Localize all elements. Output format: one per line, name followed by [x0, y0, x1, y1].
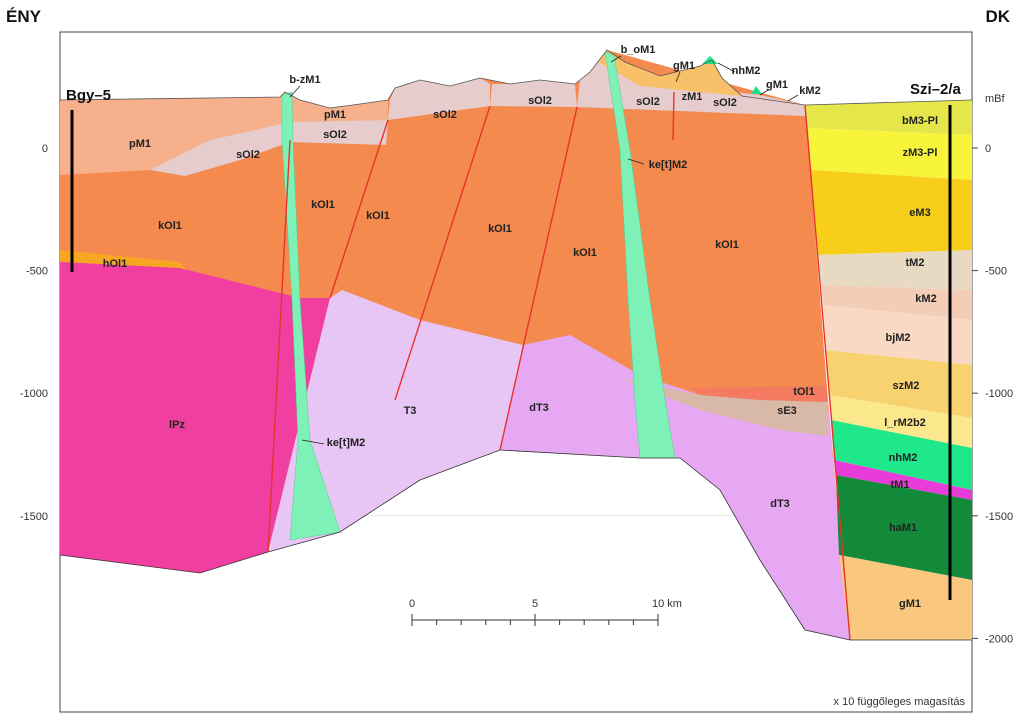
bjM2 [823, 305, 972, 365]
l_rM2b2 [829, 395, 972, 448]
unit-label: sOl2 [433, 109, 457, 121]
unit-label: kM2 [915, 293, 936, 305]
fault [329, 119, 389, 299]
sOl2 [150, 120, 388, 176]
unit-label: zM3-Pl [903, 147, 938, 159]
unit-label: kOl1 [573, 247, 597, 259]
zM3-Pl [807, 128, 972, 180]
depth-tick-label: -2000 [985, 633, 1013, 645]
unit-label: ke[t]M2 [649, 159, 688, 171]
eM3 [811, 170, 972, 255]
unit-label: sOl2 [323, 129, 347, 141]
tM2 [818, 250, 972, 290]
unit-label: sOl2 [636, 96, 660, 108]
nhM2 [751, 86, 762, 94]
scale-label: 5 [532, 598, 538, 610]
unit-label: kOl1 [366, 210, 390, 222]
unit-label: pM1 [324, 109, 346, 121]
sOl2 [490, 80, 577, 107]
sOl2 [388, 78, 490, 120]
fault [672, 91, 675, 141]
unit-label: kM2 [799, 85, 820, 97]
leader-lines [289, 55, 799, 445]
scale-bar [411, 614, 659, 626]
scale-ticks [411, 614, 659, 626]
base-line [59, 449, 972, 641]
hOl1 [60, 250, 186, 270]
fault [394, 105, 491, 401]
depth-tick-label: -1000 [20, 388, 48, 400]
unit-label: dT3 [529, 402, 549, 414]
unit-label: b_oM1 [621, 44, 656, 56]
unit-label: sE3 [777, 405, 797, 417]
unit-label: kOl1 [158, 220, 182, 232]
unit-label: szM2 [893, 380, 920, 392]
unit-label: kOl1 [311, 199, 335, 211]
scale-label: 0 [409, 598, 415, 610]
unit-label: gM1 [673, 60, 695, 72]
unit-label: ke[t]M2 [327, 437, 366, 449]
well-label: Szi–2/a [910, 81, 962, 98]
unit-label: nhM2 [732, 65, 761, 77]
gM1 [839, 555, 972, 640]
unit-label: tM1 [891, 479, 910, 491]
unit-label: sOl2 [713, 97, 737, 109]
unit-label: haM1 [889, 522, 917, 534]
sE3 [620, 378, 828, 436]
szM2 [826, 350, 972, 418]
gM1 [598, 50, 742, 96]
tM1 [834, 460, 972, 500]
bM3-Pl [805, 100, 972, 135]
unit-label: sOl2 [528, 95, 552, 107]
unit-label: gM1 [766, 79, 788, 91]
unit-label: tOl1 [793, 386, 814, 398]
unit-label: lPz [169, 419, 185, 431]
unit-label: l_rM2b2 [884, 417, 926, 429]
unit-label: nhM2 [889, 452, 918, 464]
unit-label: tM2 [906, 257, 925, 269]
haM1 [836, 475, 972, 580]
unit-label: kOl1 [488, 223, 512, 235]
depth-tick-label: -1500 [20, 511, 48, 523]
unit-label: bM3-Pl [902, 115, 938, 127]
nhM2 [702, 56, 718, 64]
scale-label: 10 km [652, 598, 682, 610]
lPz [60, 258, 330, 573]
unit-label: eM3 [909, 207, 930, 219]
unit-label: zM1 [682, 91, 703, 103]
topography [59, 49, 973, 109]
sOl2 [577, 50, 805, 116]
direction-label: ÉNY [6, 7, 42, 26]
fault [267, 139, 291, 553]
fault [499, 106, 578, 451]
well-label: Bgy–5 [66, 87, 111, 104]
depth-tick-label: -500 [26, 266, 48, 278]
direction-label: DK [985, 7, 1010, 26]
kM2 [821, 285, 972, 320]
depth-tick-label: 0 [985, 143, 991, 155]
unit-label: sOl2 [236, 149, 260, 161]
nhM2 [831, 420, 972, 490]
tOl1 [690, 386, 828, 402]
unit-label: pM1 [129, 138, 151, 150]
unit-label: b-zM1 [289, 74, 320, 86]
fault [804, 104, 851, 641]
unit-label: gM1 [899, 598, 921, 610]
unit-label: kOl1 [715, 239, 739, 251]
unit-label: bjM2 [885, 332, 910, 344]
unit-label: mBf [985, 93, 1006, 105]
note: x 10 függőleges magasítás [834, 696, 966, 708]
depth-tick-label: 0 [42, 143, 48, 155]
T3 [268, 290, 523, 552]
depth-tick-label: -1500 [985, 511, 1013, 523]
unit-label: hOl1 [103, 258, 127, 270]
depth-tick-label: -1000 [985, 388, 1013, 400]
unit-label: dT3 [770, 498, 790, 510]
depth-tick-label: -500 [985, 266, 1007, 278]
pM1 [60, 92, 388, 175]
unit-labels: pM1 pM1 sOl2 sOl2 sOl2 sOl2 sOl2 sOl2 zM… [103, 44, 938, 610]
unit-label: T3 [404, 405, 417, 417]
